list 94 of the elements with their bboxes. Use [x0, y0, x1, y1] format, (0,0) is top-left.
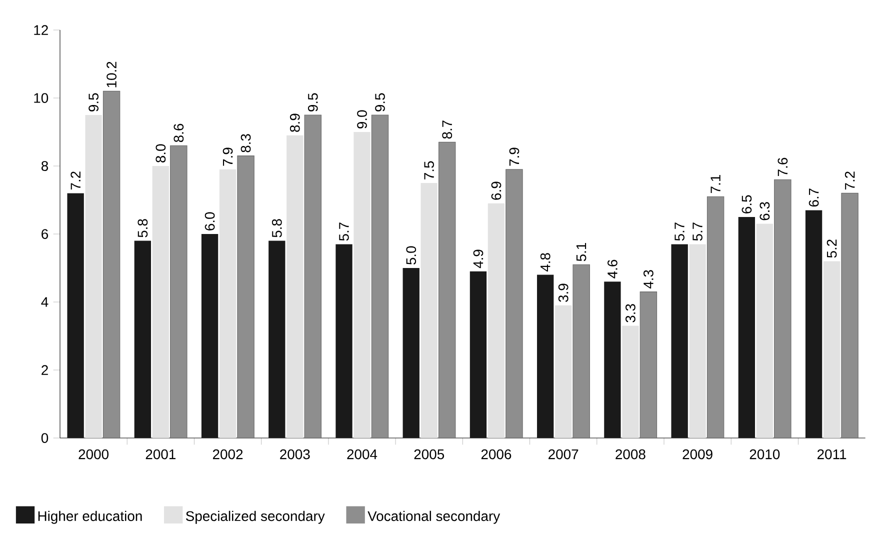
bar	[402, 268, 420, 438]
data-label: 7.2	[70, 172, 80, 190]
x-tick-label: 2003	[280, 449, 310, 460]
bar	[336, 244, 352, 438]
x-tick-label: 2009	[682, 449, 712, 460]
data-label: 5.7	[339, 222, 349, 241]
bar	[286, 135, 304, 438]
bar	[219, 169, 236, 438]
bar	[622, 326, 639, 438]
data-label: 7.2	[844, 172, 855, 190]
x-tick-label: 2004	[347, 449, 378, 460]
legend-label: Specialized secondary	[186, 510, 325, 524]
bar	[823, 261, 840, 438]
data-label: 9.5	[308, 93, 318, 112]
y-tick-label: 2	[42, 365, 48, 375]
data-label: 8.6	[174, 124, 184, 142]
data-label: 8.3	[240, 134, 251, 152]
bar	[706, 196, 724, 438]
x-tick-label: 2001	[146, 449, 176, 460]
y-tick-label: 12	[34, 25, 48, 35]
data-label: 5.2	[826, 240, 837, 258]
legend-label: Vocational secondary	[368, 510, 500, 524]
bar	[134, 240, 152, 438]
bar	[438, 142, 456, 438]
y-tick-label: 8	[41, 161, 48, 171]
bar	[640, 292, 658, 438]
data-label: 6.3	[760, 202, 770, 220]
y-tick-label: 6	[42, 229, 48, 239]
bar	[237, 156, 254, 438]
y-tick-label: 0	[41, 433, 48, 443]
x-tick-label: 2002	[212, 449, 243, 460]
x-tick-label: 2008	[616, 449, 646, 460]
bar	[604, 282, 621, 438]
bar	[572, 264, 590, 438]
data-label: 4.9	[473, 250, 484, 268]
bar	[85, 114, 102, 438]
x-tick-label: 2005	[414, 449, 444, 460]
bar	[506, 169, 523, 438]
data-label: 5.7	[674, 222, 684, 241]
x-tick-label: 2010	[750, 449, 780, 460]
data-label: 8.7	[442, 120, 452, 139]
data-label: 3.3	[626, 304, 636, 322]
bar	[268, 240, 286, 438]
data-label: 4.8	[540, 253, 550, 272]
bar	[201, 234, 218, 438]
x-tick-label: 2007	[548, 449, 578, 460]
data-label: 6.7	[808, 188, 819, 207]
bar	[555, 305, 572, 438]
x-tick-label: 2011	[818, 449, 846, 460]
data-label: 7.1	[710, 174, 720, 193]
bar	[170, 145, 188, 438]
data-label: 7.5	[424, 161, 434, 180]
x-tick-label: 2000	[78, 449, 109, 460]
bar	[537, 274, 554, 438]
data-label: 9.5	[88, 93, 99, 112]
data-label: 6.9	[491, 182, 502, 200]
bar	[841, 192, 858, 438]
data-label: 8.9	[290, 114, 300, 132]
y-tick-label: 10	[34, 93, 48, 103]
y-tick-label: 4	[41, 297, 48, 307]
data-label: 4.3	[644, 270, 654, 289]
x-tick-label: 2006	[481, 449, 512, 460]
bar	[488, 203, 505, 438]
bar	[470, 271, 487, 438]
data-label: 7.6	[778, 158, 788, 176]
data-label: 5.8	[272, 219, 282, 238]
bar	[689, 244, 706, 438]
bar	[152, 166, 169, 438]
data-label: 5.0	[406, 246, 416, 265]
legend-label: Higher education	[38, 510, 142, 524]
bar	[354, 132, 370, 438]
bar	[371, 114, 389, 438]
data-label: 5.7	[692, 222, 702, 241]
data-label: 7.9	[222, 148, 233, 166]
data-label: 8.0	[156, 144, 166, 162]
data-label: 3.9	[558, 284, 568, 302]
data-label: 7.9	[509, 148, 520, 166]
data-label: 5.1	[576, 242, 586, 262]
bar	[420, 183, 438, 438]
bar	[671, 244, 688, 438]
data-label: 4.6	[608, 260, 618, 278]
bar	[67, 193, 84, 438]
bar	[102, 90, 120, 438]
data-label: 6.0	[204, 212, 215, 230]
bar	[756, 224, 774, 438]
data-label: 9.0	[357, 110, 367, 128]
bar	[738, 217, 756, 438]
data-label: 9.5	[375, 93, 385, 112]
bar	[774, 179, 792, 438]
bar	[805, 210, 822, 438]
data-label: 5.8	[138, 219, 148, 238]
data-label: 10.2	[106, 62, 116, 88]
bar	[304, 114, 322, 438]
data-label: 6.5	[742, 195, 752, 214]
